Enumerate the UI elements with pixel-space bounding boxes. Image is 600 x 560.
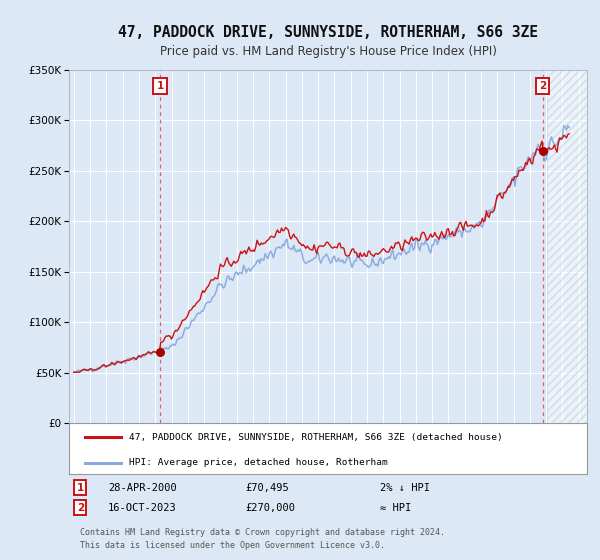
Text: 16-OCT-2023: 16-OCT-2023	[108, 503, 176, 513]
Text: 2: 2	[539, 81, 546, 91]
Text: HPI: Average price, detached house, Rotherham: HPI: Average price, detached house, Roth…	[128, 459, 387, 468]
Text: 2: 2	[77, 503, 84, 513]
Text: 47, PADDOCK DRIVE, SUNNYSIDE, ROTHERHAM, S66 3ZE (detached house): 47, PADDOCK DRIVE, SUNNYSIDE, ROTHERHAM,…	[128, 433, 502, 442]
Text: 2% ↓ HPI: 2% ↓ HPI	[380, 483, 430, 493]
Text: 1: 1	[157, 81, 164, 91]
Text: ≈ HPI: ≈ HPI	[380, 503, 411, 513]
Text: Contains HM Land Registry data © Crown copyright and database right 2024.: Contains HM Land Registry data © Crown c…	[80, 528, 445, 537]
Text: This data is licensed under the Open Government Licence v3.0.: This data is licensed under the Open Gov…	[80, 540, 385, 549]
Text: 1: 1	[77, 483, 84, 493]
Text: 47, PADDOCK DRIVE, SUNNYSIDE, ROTHERHAM, S66 3ZE: 47, PADDOCK DRIVE, SUNNYSIDE, ROTHERHAM,…	[118, 25, 538, 40]
Text: Price paid vs. HM Land Registry's House Price Index (HPI): Price paid vs. HM Land Registry's House …	[160, 45, 497, 58]
Bar	[547, 70, 587, 423]
Text: £270,000: £270,000	[245, 503, 295, 513]
Text: £70,495: £70,495	[245, 483, 289, 493]
Text: 28-APR-2000: 28-APR-2000	[108, 483, 176, 493]
